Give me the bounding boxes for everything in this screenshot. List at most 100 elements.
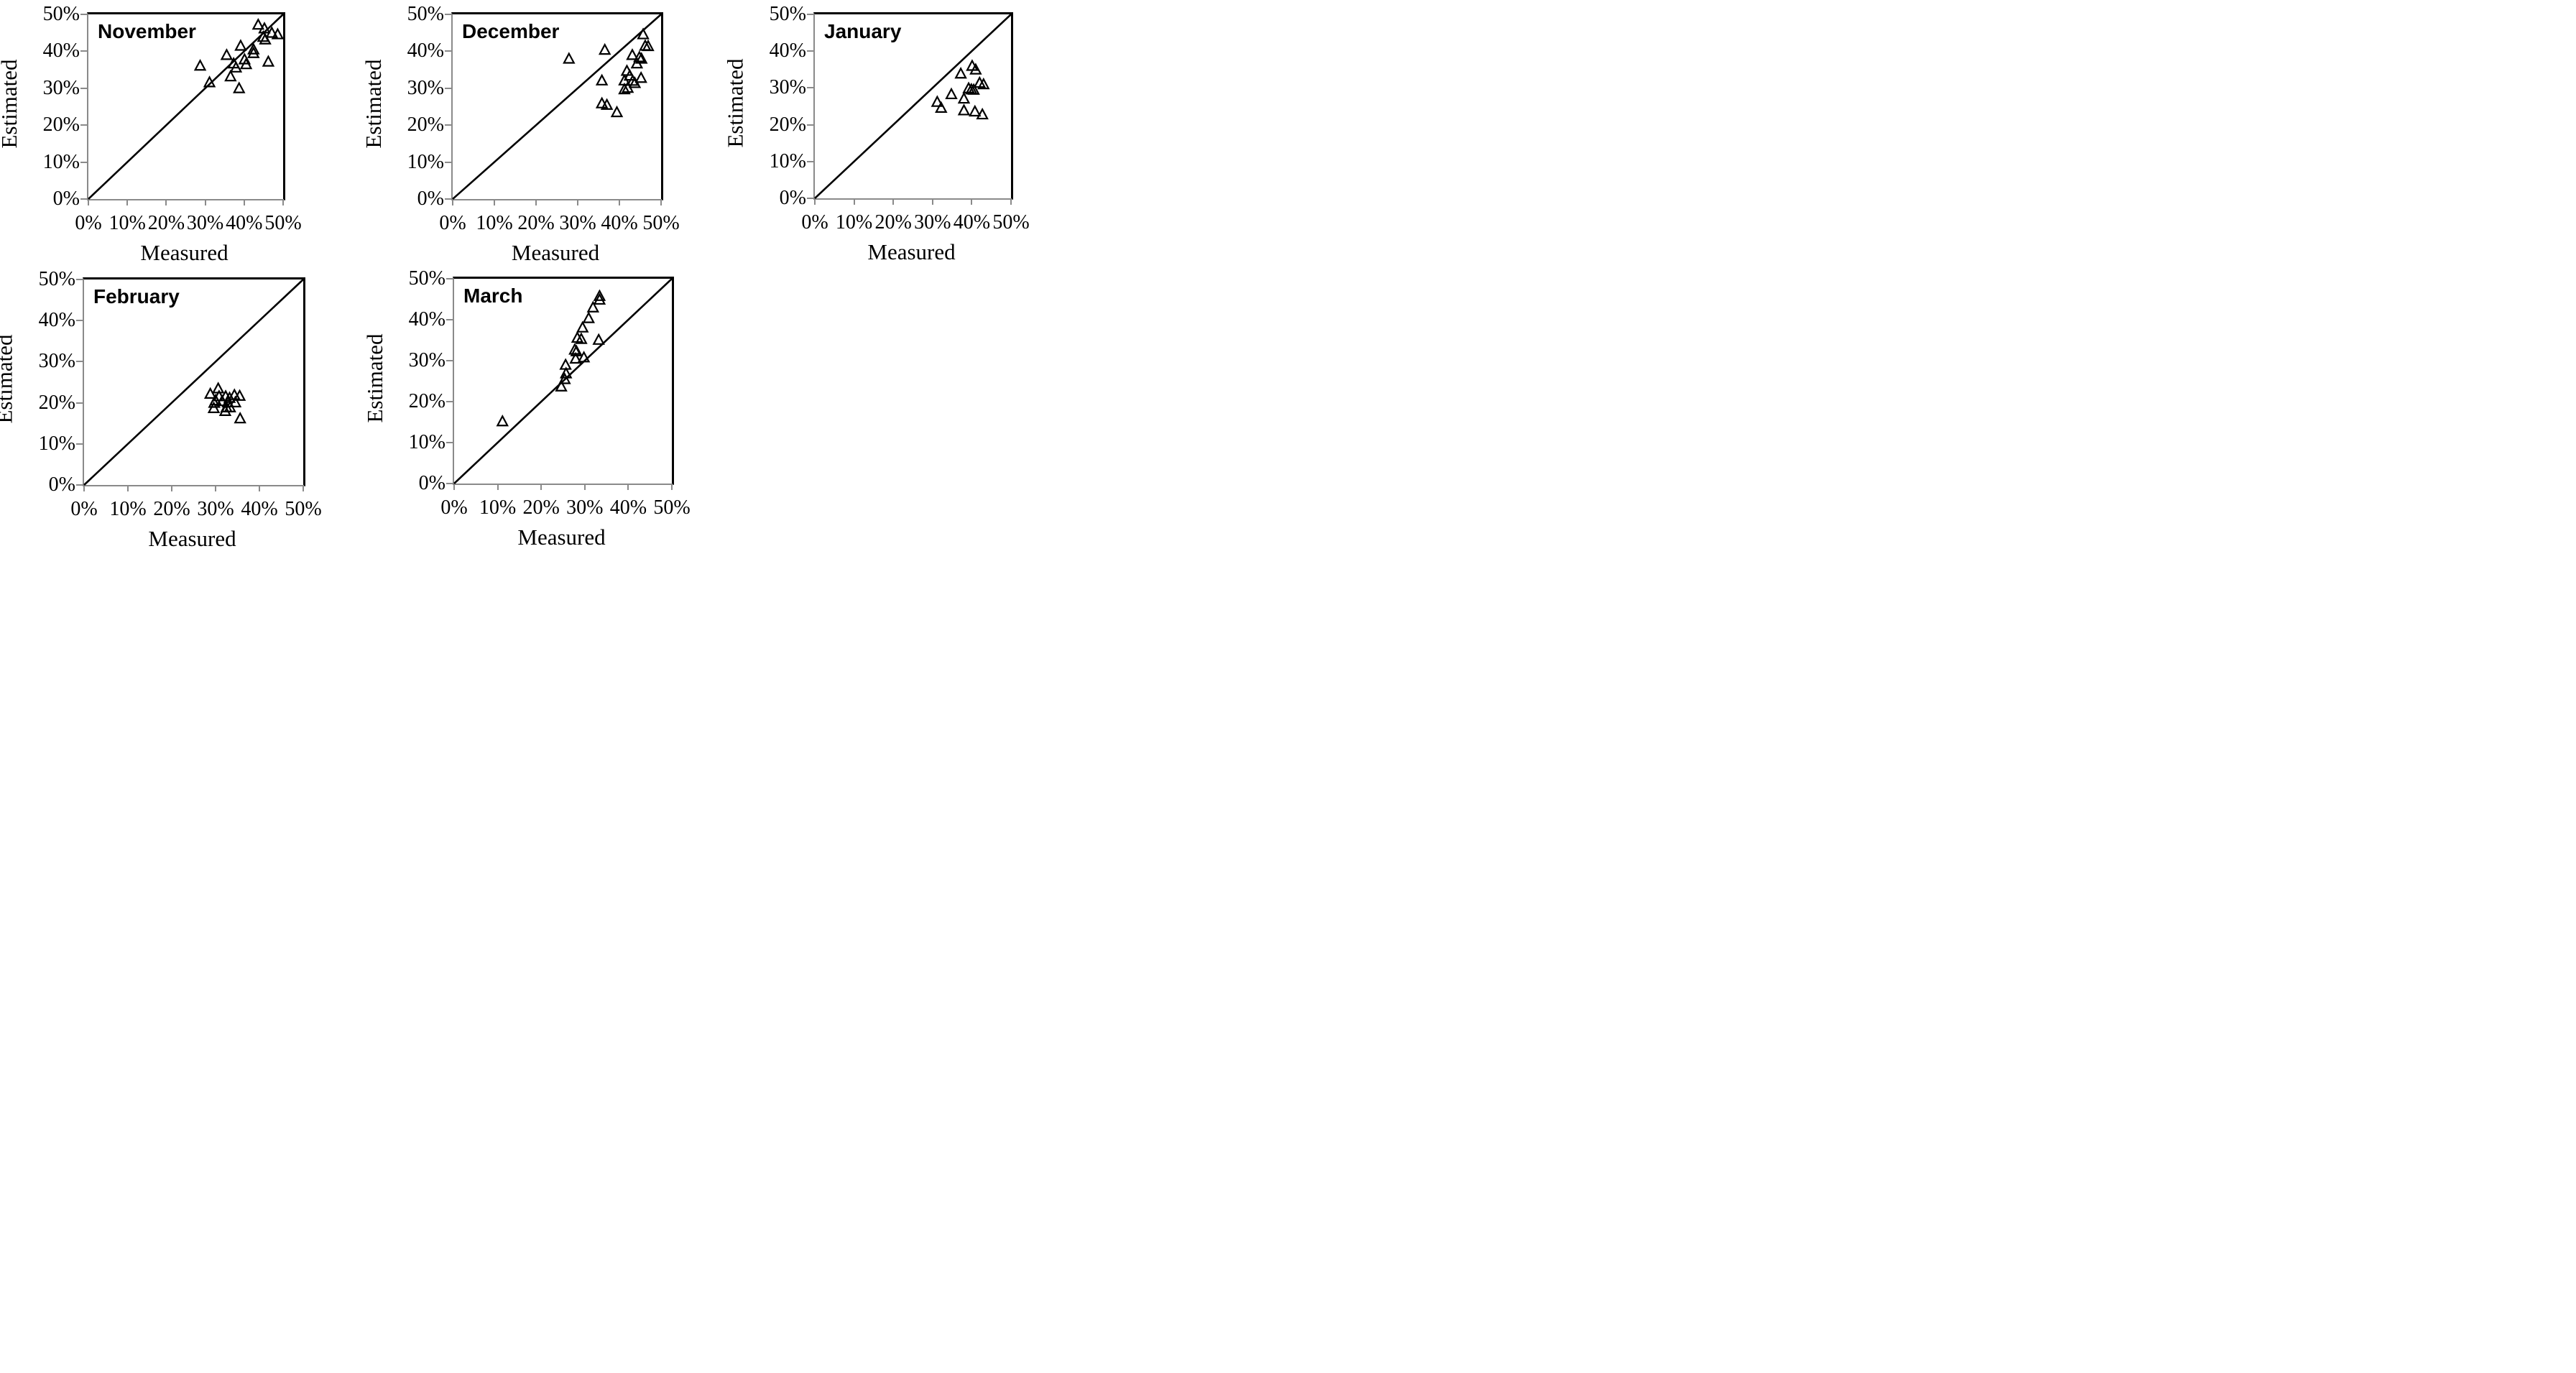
marker-triangle [247,42,260,55]
x-tick-label: 0% [439,212,466,234]
y-axis-tick [76,443,83,445]
x-axis-tick [452,199,453,205]
x-axis-tick [535,199,537,205]
y-axis-tick [76,361,83,363]
marker-triangle [969,104,982,117]
marker-triangle [555,379,568,392]
x-axis-tick [127,485,129,491]
figure-grid: November 0% 0% 10% 10% 20% 20% 30% 30% 40% 40% 50%… [0,0,1030,549]
marker-triangle [626,74,640,86]
marker-triangle [931,95,944,107]
marker-triangle [247,46,260,58]
y-tick-label: 40% [38,309,75,332]
panel-title: November [98,20,196,42]
x-axis-title: Measured [148,526,236,549]
marker-triangle [558,372,571,384]
x-tick-label: 40% [226,212,263,234]
marker-triangle [618,82,631,95]
y-axis-tick [807,50,813,52]
y-axis-title: Estimated [361,333,387,422]
plot-svg [452,14,662,200]
x-axis-title: Measured [140,240,228,265]
marker-triangle [957,91,971,104]
marker-triangle [234,411,246,424]
x-axis-tick [931,198,933,205]
x-axis-tick [627,484,629,490]
marker-triangle [935,101,948,113]
identity-line [88,14,284,200]
marker-triangle [945,87,958,100]
y-axis-tick [445,14,451,15]
y-axis-tick [807,124,813,126]
x-axis-tick [215,485,216,491]
marker-triangle [593,289,606,301]
x-axis-tick [165,199,167,205]
marker-triangle [193,59,207,71]
marker-triangle [634,70,647,83]
x-tick-label: 30% [197,498,234,520]
identity-line [453,278,673,484]
marker-triangle [576,320,589,333]
marker-triangle [233,81,246,93]
x-tick-label: 40% [609,496,647,519]
panel-january: January 0% 0% 10% 10% 20% 20% 30% 30% 40% 40% 50% 5… [723,3,1030,275]
y-axis-tick [807,87,813,89]
marker-triangle [233,389,246,401]
marker-triangle [600,98,614,110]
x-axis-tick [853,198,855,205]
x-axis-title: Measured [867,239,956,264]
marker-triangle [976,107,989,120]
y-tick-label: 20% [769,113,806,136]
x-axis-tick [171,485,172,491]
plot-area-december: December 0% 0% 10% 10% 20% 20% 30% 30% 40% 40% 50%… [407,4,680,234]
y-tick-label: 40% [408,308,446,330]
plot-svg [814,14,1012,199]
y-tick-label: 50% [407,3,444,25]
marker-triangle [251,17,265,30]
plot-area-march: March 0% 0% 10% 10% 20% 20% 30% 30% 40% 40% 50% 50% [409,269,691,518]
x-axis-tick [814,198,816,205]
marker-triangle [977,77,990,90]
y-axis-title: Estimated [722,58,748,148]
x-axis-tick [497,484,499,490]
x-axis-tick [303,485,304,491]
panel-november: November 0% 0% 10% 10% 20% 20% 30% 30% 40% 40% 50%… [0,4,302,276]
y-axis-tick [80,14,87,15]
y-tick-label: 0% [52,188,80,210]
x-axis-tick [971,198,973,205]
y-axis-tick [76,484,83,486]
y-tick-label: 30% [42,76,80,99]
y-axis-tick [80,50,87,52]
marker-triangle [224,69,237,82]
y-tick-label: 0% [418,472,446,494]
marker-triangle [262,55,275,67]
marker-triangle [635,52,648,64]
y-axis-title: Estimated [0,59,22,148]
x-axis-tick [204,199,206,205]
panel-december: December 0% 0% 10% 10% 20% 20% 30% 30% 40% 40% 50%… [361,4,680,276]
y-tick-label: 0% [779,187,806,209]
x-tick-label: 0% [801,211,828,234]
marker-triangle [496,414,509,427]
x-tick-label: 10% [479,496,517,519]
x-axis-tick [671,484,673,490]
x-tick-label: 50% [642,212,680,234]
panel-title: March [463,285,523,307]
x-axis-tick [243,199,245,205]
y-axis-tick [445,198,451,200]
x-axis-tick [1010,198,1012,205]
x-tick-label: 50% [264,212,302,234]
y-axis-tick [80,198,87,200]
marker-triangle [265,26,279,38]
y-tick-label: 30% [408,349,446,371]
y-axis-tick [446,442,453,443]
x-tick-label: 20% [517,212,555,234]
y-tick-label: 0% [417,188,444,210]
y-tick-label: 40% [407,40,444,63]
x-tick-label: 40% [953,211,991,234]
marker-triangle [595,73,609,85]
y-tick-label: 20% [407,114,444,137]
panel-title: February [93,285,180,308]
y-tick-label: 50% [769,3,806,25]
y-axis-tick [446,360,453,361]
